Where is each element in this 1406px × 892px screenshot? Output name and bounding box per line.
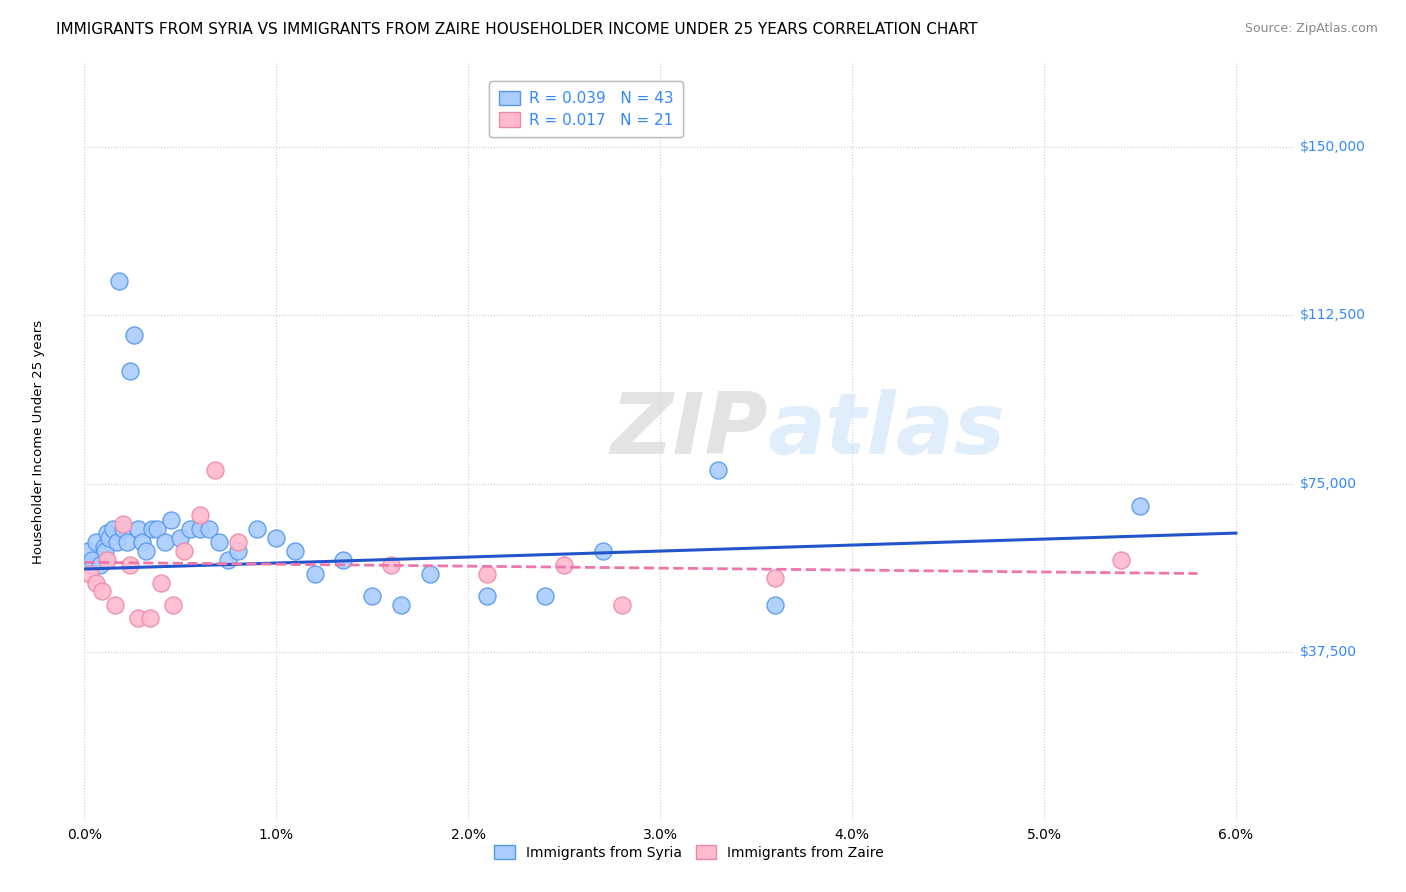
Point xyxy=(131,535,153,549)
Point xyxy=(80,553,103,567)
Point xyxy=(89,558,111,572)
Point xyxy=(1129,499,1152,513)
Point xyxy=(96,526,118,541)
Point xyxy=(246,522,269,536)
Point xyxy=(226,535,249,549)
Point xyxy=(208,535,231,549)
Point xyxy=(592,544,614,558)
Text: $37,500: $37,500 xyxy=(1299,645,1357,659)
Point xyxy=(179,522,201,536)
Point xyxy=(266,531,288,545)
Point xyxy=(108,275,131,289)
Point xyxy=(610,598,633,612)
Point xyxy=(104,598,127,612)
Point xyxy=(127,611,149,625)
Point xyxy=(1109,553,1132,567)
Legend: R = 0.039   N = 43, R = 0.017   N = 21: R = 0.039 N = 43, R = 0.017 N = 21 xyxy=(489,81,683,137)
Point xyxy=(141,522,163,536)
Point xyxy=(706,463,728,477)
Point xyxy=(169,531,191,545)
Point xyxy=(84,535,107,549)
Text: $150,000: $150,000 xyxy=(1299,140,1365,153)
Point xyxy=(477,566,499,581)
Point xyxy=(419,566,441,581)
Point xyxy=(105,535,128,549)
Point xyxy=(162,598,184,612)
Point xyxy=(120,364,142,378)
Point xyxy=(763,571,786,585)
Point xyxy=(380,558,402,572)
Point xyxy=(553,558,575,572)
Point xyxy=(101,522,124,536)
Point xyxy=(93,540,115,554)
Text: $75,000: $75,000 xyxy=(1299,476,1357,491)
Point xyxy=(146,522,169,536)
Text: Source: ZipAtlas.com: Source: ZipAtlas.com xyxy=(1244,22,1378,36)
Point xyxy=(111,517,134,532)
Point xyxy=(79,566,101,581)
Point xyxy=(217,553,239,567)
Text: atlas: atlas xyxy=(768,389,1005,472)
Point xyxy=(188,508,211,522)
Text: Householder Income Under 25 years: Householder Income Under 25 years xyxy=(32,319,45,564)
Text: ZIP: ZIP xyxy=(610,389,768,472)
Point xyxy=(138,611,160,625)
Point xyxy=(763,598,786,612)
Point xyxy=(173,544,195,558)
Point xyxy=(477,589,499,603)
Point xyxy=(204,463,226,477)
Point xyxy=(389,598,412,612)
Point xyxy=(115,535,138,549)
Point xyxy=(304,566,326,581)
Point xyxy=(84,575,107,590)
Point xyxy=(150,575,173,590)
Point xyxy=(127,522,149,536)
Point xyxy=(332,553,354,567)
Point xyxy=(361,589,384,603)
Point xyxy=(122,328,145,343)
Point xyxy=(135,544,157,558)
Point xyxy=(198,522,221,536)
Point xyxy=(90,584,112,599)
Point xyxy=(98,531,121,545)
Point xyxy=(111,522,134,536)
Point xyxy=(153,535,176,549)
Point xyxy=(96,553,118,567)
Point xyxy=(77,544,100,558)
Point xyxy=(284,544,307,558)
Point xyxy=(188,522,211,536)
Point xyxy=(534,589,557,603)
Point xyxy=(159,513,181,527)
Point xyxy=(94,544,117,558)
Point xyxy=(226,544,249,558)
Text: $112,500: $112,500 xyxy=(1299,308,1365,322)
Text: IMMIGRANTS FROM SYRIA VS IMMIGRANTS FROM ZAIRE HOUSEHOLDER INCOME UNDER 25 YEARS: IMMIGRANTS FROM SYRIA VS IMMIGRANTS FROM… xyxy=(56,22,977,37)
Point xyxy=(120,558,142,572)
